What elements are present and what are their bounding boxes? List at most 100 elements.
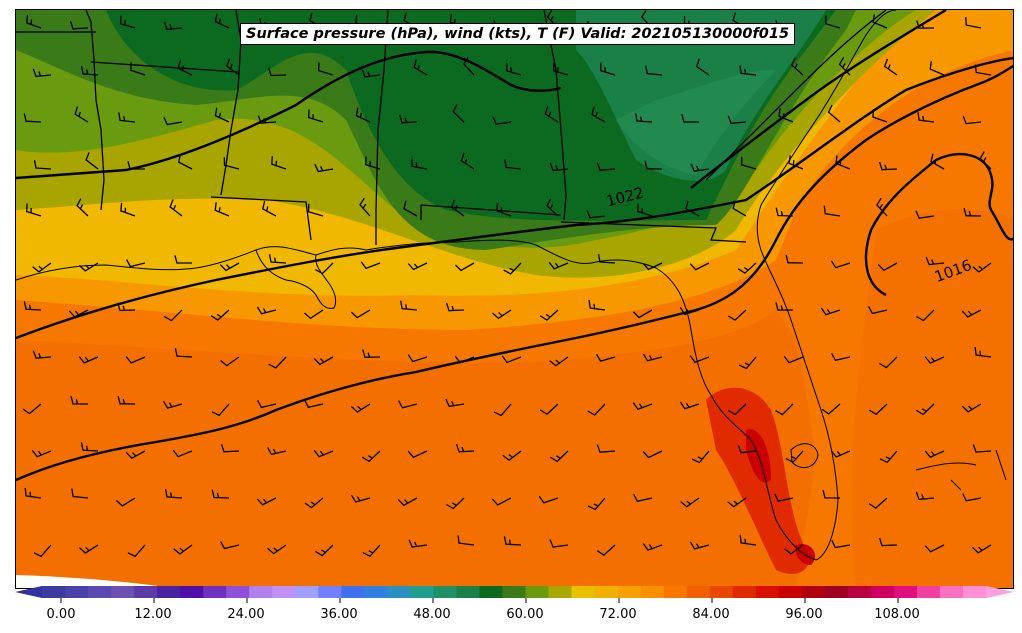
wind-barb — [313, 356, 334, 366]
wind-barb — [223, 157, 240, 170]
wind-barb — [596, 162, 616, 171]
colorbar-ticks — [60, 598, 899, 603]
colorbar-cell — [571, 586, 596, 598]
wind-barb — [174, 255, 192, 264]
wind-barb — [177, 154, 193, 170]
wind-barb — [22, 403, 42, 415]
colorbar-cell — [594, 586, 619, 598]
wind-barb — [362, 544, 381, 558]
wind-barb — [737, 445, 757, 454]
coast-texas-louisiana — [16, 204, 839, 561]
wind-barb — [924, 544, 945, 553]
colorbar-cell — [847, 586, 872, 598]
wind-barb — [539, 309, 559, 321]
colorbar-cell — [318, 586, 342, 598]
border-ga-fl — [560, 221, 747, 243]
wind-barb — [924, 356, 945, 364]
coast-east — [760, 10, 897, 206]
wind-barb — [24, 487, 42, 499]
wind-barb — [679, 401, 700, 410]
wind-barb — [502, 450, 522, 462]
wind-barb — [413, 59, 428, 76]
wind-barb — [642, 353, 663, 362]
colorbar-max-extension — [986, 586, 1014, 598]
wind-barb — [876, 197, 888, 217]
wind-barb — [690, 163, 710, 172]
wind-barb — [830, 260, 851, 269]
isobar-1019 — [16, 57, 1013, 340]
bahamas — [915, 449, 1007, 491]
wind-barb — [174, 348, 193, 358]
wind-barb — [546, 198, 559, 217]
wind-barb — [549, 450, 569, 463]
temp-band-gulf-warm — [16, 310, 816, 588]
border-ms-al — [375, 10, 389, 245]
temp-band-florida-hot — [706, 387, 809, 574]
colorbar-cell — [548, 586, 573, 598]
wind-barb — [915, 210, 935, 219]
wind-barb — [400, 300, 418, 311]
wind-barb — [586, 210, 606, 219]
wind-barb — [645, 65, 663, 76]
colorbar-cell — [65, 586, 89, 598]
wind-barb — [268, 254, 287, 264]
wind-barb — [163, 116, 183, 126]
wind-barb — [307, 203, 324, 217]
missing-data-corner — [16, 575, 173, 588]
wind-barb — [398, 114, 418, 124]
wind-barb — [979, 151, 992, 170]
wind-barb — [595, 353, 616, 362]
wind-barb — [972, 444, 992, 453]
border-la-south — [210, 196, 312, 241]
colorbar-cell — [134, 586, 158, 598]
colorbar-tick-label-0: 0.00 — [46, 607, 76, 622]
wind-barb — [169, 199, 183, 217]
wind-barb — [491, 497, 512, 506]
colorbar-cell — [732, 586, 757, 598]
border-al-fl — [420, 204, 562, 220]
wind-barb — [220, 356, 240, 367]
colorbar-tick-label-72: 72.00 — [599, 607, 637, 622]
wind-barb — [785, 254, 804, 264]
wind-barb — [407, 262, 428, 271]
wind-barb — [775, 403, 794, 416]
wind-barb — [173, 544, 193, 555]
wind-barb — [835, 155, 851, 170]
colorbar-tick-label-60: 60.00 — [506, 607, 544, 622]
wind-barb — [821, 403, 841, 415]
wind-barb — [596, 544, 616, 556]
colorbar-min-extension — [15, 586, 42, 598]
wind-barb — [783, 356, 804, 364]
wind-barb — [963, 207, 982, 217]
wind-barb — [544, 106, 559, 123]
wind-barb — [633, 493, 653, 503]
wind-barb — [462, 56, 475, 76]
wind-barb — [632, 402, 653, 410]
wind-barb — [32, 68, 52, 78]
wind-barb — [126, 259, 146, 268]
wind-barb — [785, 450, 804, 464]
wind-barb — [318, 62, 334, 76]
wind-barb — [115, 497, 136, 507]
wind-barb — [774, 493, 794, 502]
wind-barb — [679, 307, 700, 316]
wind-barb — [788, 155, 804, 170]
colorbar-cell — [479, 586, 503, 598]
wind-barb — [830, 450, 851, 458]
wind-barb — [164, 488, 183, 499]
wind-barb — [78, 262, 99, 272]
wind-barb — [738, 356, 757, 370]
colorbar-cell — [295, 586, 319, 598]
wind-barb — [642, 262, 663, 271]
wind-barb — [503, 262, 522, 275]
wind-barb — [120, 202, 136, 217]
wind-barb — [868, 403, 888, 416]
wind-barb — [125, 450, 146, 460]
colorbar-tick-label-108: 108.00 — [874, 607, 920, 622]
wind-barb — [820, 307, 841, 316]
wind-barb — [68, 309, 89, 318]
wind-barb — [163, 21, 183, 31]
wind-barb — [591, 106, 606, 123]
wind-barb — [403, 200, 418, 217]
wind-barb — [214, 107, 230, 123]
